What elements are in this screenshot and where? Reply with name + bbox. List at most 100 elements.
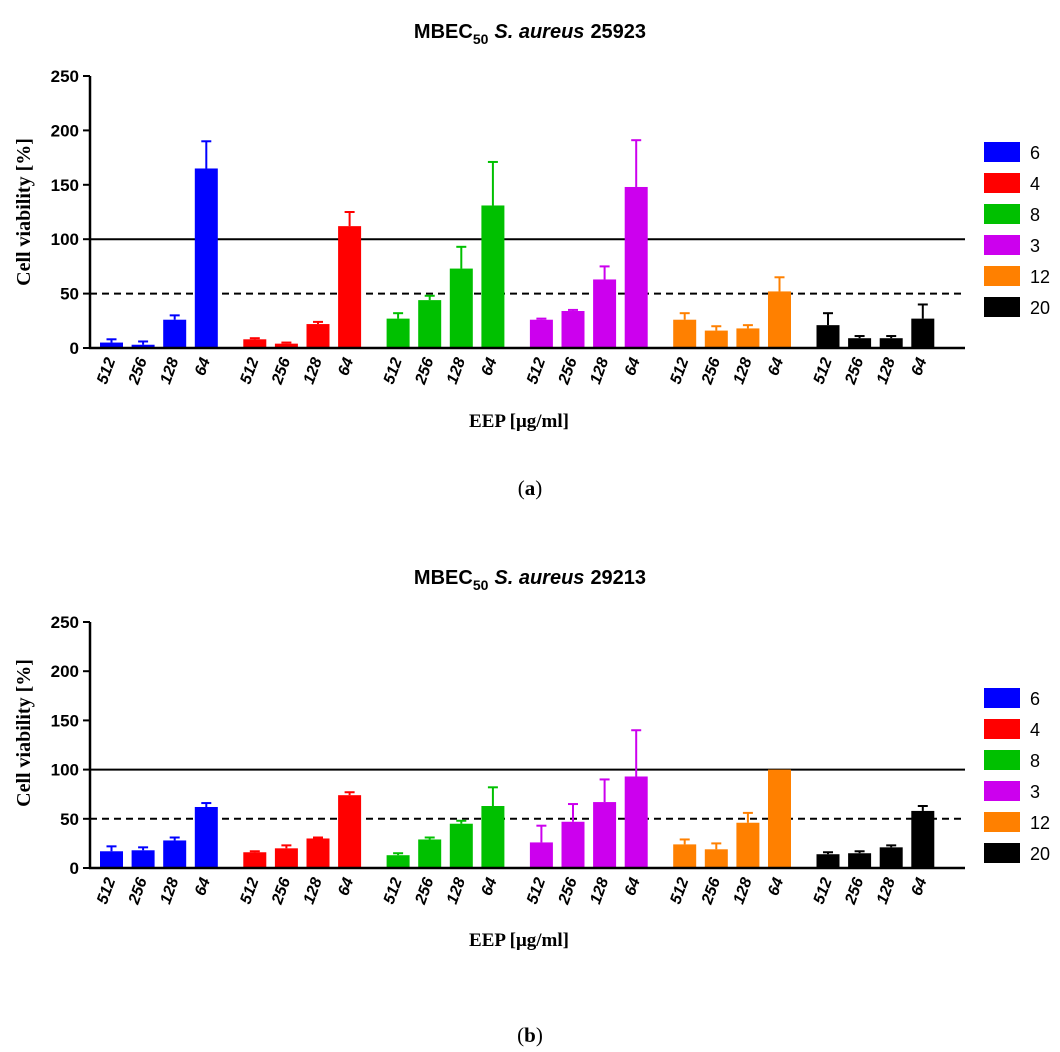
x-tick-label-b: 128 <box>874 875 899 906</box>
bar-a-s1-128 <box>306 324 330 348</box>
bar-b-s5-256 <box>848 853 872 868</box>
title-prefix-a: MBEC <box>414 21 473 43</box>
x-tick-label-a: 128 <box>157 355 182 386</box>
y-axis-label-a: Cell viability [%] <box>13 138 35 286</box>
panel-caption-a: (a) <box>518 476 543 500</box>
legend-label-b: 12 <box>1030 813 1050 833</box>
x-tick-label-b: 64 <box>622 875 644 898</box>
bar-b-s4-64 <box>768 769 791 868</box>
x-tick-label-b: 64 <box>908 875 930 898</box>
bar-a-s0-256 <box>131 344 155 348</box>
x-tick-label-a: 64 <box>908 355 930 378</box>
bar-a-s5-64 <box>911 318 935 348</box>
legend-label-a: 3 <box>1030 236 1040 256</box>
legend-swatch-a-20 <box>984 297 1020 317</box>
x-tick-label-b: 512 <box>237 875 262 906</box>
bar-b-s4-512 <box>673 844 697 868</box>
bar-a-s0-128 <box>163 319 187 348</box>
x-tick-label-a: 256 <box>555 355 580 387</box>
bar-b-s5-64 <box>911 810 935 868</box>
bar-a-s1-64 <box>338 226 362 348</box>
bar-a-s3-128 <box>593 279 617 348</box>
x-tick-label-a: 64 <box>622 355 644 378</box>
x-tick-label-b: 64 <box>479 875 501 898</box>
bar-b-s1-512 <box>243 852 267 868</box>
bar-a-s0-512 <box>100 342 123 348</box>
x-tick-label-a: 128 <box>587 355 612 386</box>
y-tick-label-a: 50 <box>60 285 79 304</box>
bar-a-s1-256 <box>274 343 298 348</box>
y-tick-label-a: 100 <box>51 230 79 249</box>
legend-swatch-a-6 <box>984 142 1020 162</box>
x-tick-label-b: 512 <box>94 875 119 906</box>
legend-swatch-a-4 <box>984 173 1020 193</box>
legend-swatch-b-3 <box>984 781 1020 801</box>
bar-a-s2-64 <box>481 205 505 348</box>
legend-swatch-b-8 <box>984 750 1020 770</box>
bar-a-s5-512 <box>816 325 840 348</box>
bar-a-s4-512 <box>673 319 697 348</box>
x-tick-label-b: 64 <box>192 875 214 898</box>
bar-b-s3-64 <box>624 776 648 868</box>
legend-label-a: 6 <box>1030 143 1040 163</box>
bar-b-s2-512 <box>386 855 410 868</box>
x-tick-label-a: 512 <box>381 355 406 386</box>
bar-a-s5-128 <box>879 338 903 348</box>
y-tick-label-a: 250 <box>51 67 79 86</box>
x-tick-label-b: 512 <box>381 875 406 906</box>
chart-title-a: MBEC50 S. aureus 25923 <box>414 21 646 47</box>
bar-b-s4-256 <box>704 849 728 868</box>
x-tick-label-b: 512 <box>524 875 549 906</box>
legend-label-b: 6 <box>1030 689 1040 709</box>
title-strain-a: 25923 <box>590 21 646 43</box>
y-tick-label-a: 150 <box>51 176 79 195</box>
x-tick-label-b: 128 <box>731 875 756 906</box>
y-tick-label-b: 100 <box>51 761 79 780</box>
bar-b-s2-64 <box>481 806 505 868</box>
bar-a-s3-256 <box>561 311 585 348</box>
x-tick-label-a: 512 <box>237 355 262 386</box>
x-tick-label-a: 128 <box>301 355 326 386</box>
bar-b-s2-256 <box>418 839 442 868</box>
x-tick-label-a: 256 <box>125 355 150 387</box>
bar-b-s0-64 <box>194 806 218 868</box>
bar-a-s2-256 <box>418 300 442 348</box>
y-tick-label-b: 50 <box>60 810 79 829</box>
title-subscript-a: 50 <box>473 31 489 47</box>
legend-label-b: 4 <box>1030 720 1040 740</box>
panel-a: MBEC50 S. aureus 25923 Cell viability [%] … <box>13 21 1050 500</box>
x-tick-label-a: 512 <box>94 355 119 386</box>
caption-letter-a: a <box>525 476 536 500</box>
x-tick-label-b: 128 <box>444 875 469 906</box>
chart-title-b: MBEC50 S. aureus 29213 <box>414 567 646 593</box>
x-tick-label-b: 128 <box>301 875 326 906</box>
bar-a-s4-64 <box>768 291 791 348</box>
x-tick-label-a: 512 <box>524 355 549 386</box>
legend-swatch-b-12 <box>984 812 1020 832</box>
legend-swatch-a-8 <box>984 204 1020 224</box>
bar-b-s0-512 <box>100 851 123 868</box>
x-tick-label-b: 256 <box>555 875 580 907</box>
x-tick-label-b: 512 <box>811 875 836 906</box>
bar-b-s1-64 <box>338 795 362 868</box>
legend-label-b: 20 <box>1030 844 1050 864</box>
panel-caption-b: (b) <box>517 1023 543 1047</box>
x-tick-label-a: 256 <box>269 355 294 387</box>
x-tick-label-a: 512 <box>811 355 836 386</box>
y-tick-label-a: 0 <box>70 339 79 358</box>
legend-swatch-b-4 <box>984 719 1020 739</box>
plot-area-b: 512 256 128 64 512 256 128 64 512 256 128 64 512 256 1… <box>51 613 1050 907</box>
bar-b-s0-128 <box>163 840 187 868</box>
x-tick-label-b: 512 <box>667 875 692 906</box>
x-tick-label-a: 512 <box>667 355 692 386</box>
bar-a-s1-512 <box>243 339 267 348</box>
panel-b: MBEC50 S. aureus 29213 Cell viability [%] … <box>13 567 1050 1047</box>
x-tick-label-b: 256 <box>412 875 437 907</box>
x-axis-label-b: EEP [μg/ml] <box>469 930 569 951</box>
x-tick-label-a: 64 <box>192 355 214 378</box>
legend-label-a: 8 <box>1030 205 1040 225</box>
x-tick-label-a: 256 <box>842 355 867 387</box>
x-tick-label-b: 256 <box>269 875 294 907</box>
bar-b-s4-128 <box>736 822 760 868</box>
